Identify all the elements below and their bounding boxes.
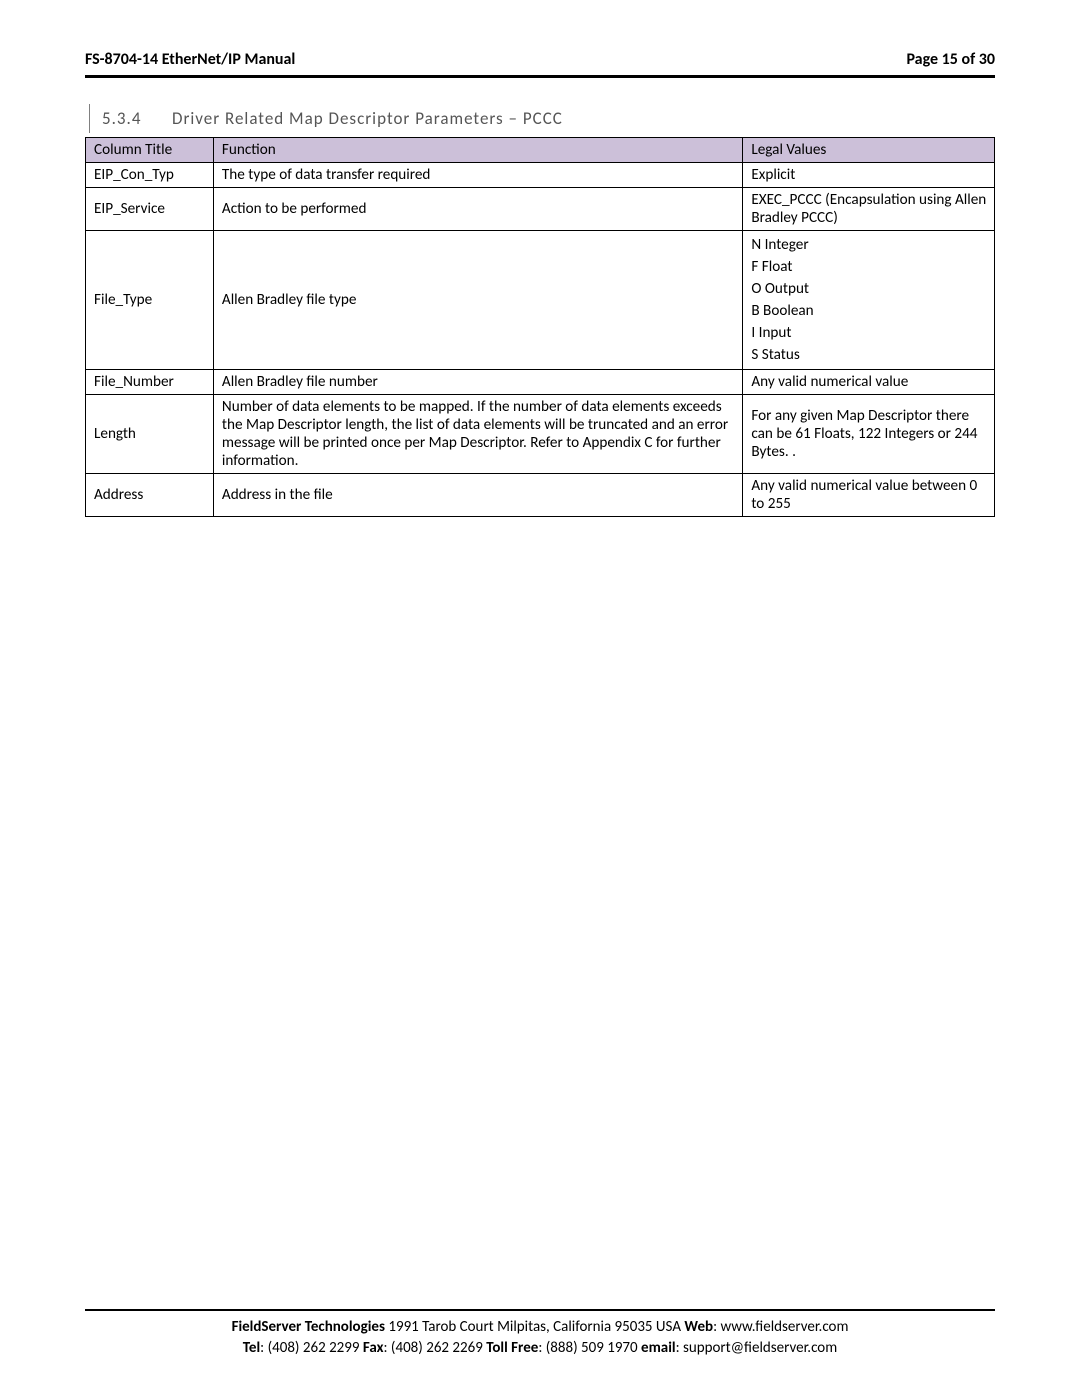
file-type-value: O Output (751, 278, 988, 300)
footer-email-label: email (641, 1339, 676, 1357)
footer-email: : support@fieldserver.com (676, 1339, 838, 1357)
cell-function: Allen Bradley file type (213, 231, 742, 370)
cell-function: Address in the file (213, 474, 742, 517)
cell-function: Number of data elements to be mapped. If… (213, 395, 742, 474)
page-footer: FieldServer Technologies 1991 Tarob Cour… (85, 1309, 995, 1359)
section-number: 5.3.4 (102, 108, 172, 129)
footer-line-2: Tel: (408) 262 2299 Fax: (408) 262 2269 … (85, 1338, 995, 1359)
section-title: Driver Related Map Descriptor Parameters… (172, 108, 563, 129)
col-header-title: Column Title (86, 138, 214, 163)
cell-legal: EXEC_PCCC (Encapsulation using Allen Bra… (743, 188, 995, 231)
cell-title: EIP_Service (86, 188, 214, 231)
footer-web: : www.fieldserver.com (713, 1318, 848, 1336)
cell-legal: For any given Map Descriptor there can b… (743, 395, 995, 474)
footer-tel-label: Tel (243, 1339, 260, 1357)
cell-title: Address (86, 474, 214, 517)
footer-web-label: Web (684, 1318, 713, 1336)
cell-legal: N Integer F Float O Output B Boolean I I… (743, 231, 995, 370)
col-header-legal: Legal Values (743, 138, 995, 163)
table-row: EIP_Con_Typ The type of data transfer re… (86, 163, 995, 188)
footer-fax: : (408) 262 2269 (384, 1339, 487, 1357)
parameters-table: Column Title Function Legal Values EIP_C… (85, 137, 995, 517)
cell-function: Allen Bradley file number (213, 370, 742, 395)
file-type-value: F Float (751, 256, 988, 278)
footer-company: FieldServer Technologies (232, 1318, 385, 1336)
cell-title: File_Type (86, 231, 214, 370)
page-header: FS-8704-14 EtherNet/IP Manual Page 15 of… (85, 50, 995, 78)
doc-title: FS-8704-14 EtherNet/IP Manual (85, 50, 295, 69)
table-row: EIP_Service Action to be performed EXEC_… (86, 188, 995, 231)
cell-legal: Explicit (743, 163, 995, 188)
cell-title: Length (86, 395, 214, 474)
page-number: Page 15 of 30 (906, 50, 995, 69)
cell-function: The type of data transfer required (213, 163, 742, 188)
cell-legal: Any valid numerical value (743, 370, 995, 395)
file-type-value: N Integer (751, 234, 988, 256)
footer-address: 1991 Tarob Court Milpitas, California 95… (385, 1318, 684, 1336)
cell-title: EIP_Con_Typ (86, 163, 214, 188)
col-header-function: Function (213, 138, 742, 163)
footer-line-1: FieldServer Technologies 1991 Tarob Cour… (85, 1317, 995, 1338)
footer-fax-label: Fax (363, 1339, 384, 1357)
footer-tollfree-label: Toll Free (486, 1339, 538, 1357)
table-row: File_Type Allen Bradley file type N Inte… (86, 231, 995, 370)
table-row: File_Number Allen Bradley file number An… (86, 370, 995, 395)
footer-tollfree: : (888) 509 1970 (538, 1339, 641, 1357)
section-heading: 5.3.4 Driver Related Map Descriptor Para… (89, 104, 995, 133)
cell-legal: Any valid numerical value between 0 to 2… (743, 474, 995, 517)
table-header-row: Column Title Function Legal Values (86, 138, 995, 163)
cell-function: Action to be performed (213, 188, 742, 231)
file-type-value: B Boolean (751, 300, 988, 322)
file-type-value: I Input (751, 322, 988, 344)
file-type-value: S Status (751, 344, 988, 366)
footer-tel: : (408) 262 2299 (260, 1339, 363, 1357)
table-row: Length Number of data elements to be map… (86, 395, 995, 474)
cell-title: File_Number (86, 370, 214, 395)
table-row: Address Address in the file Any valid nu… (86, 474, 995, 517)
